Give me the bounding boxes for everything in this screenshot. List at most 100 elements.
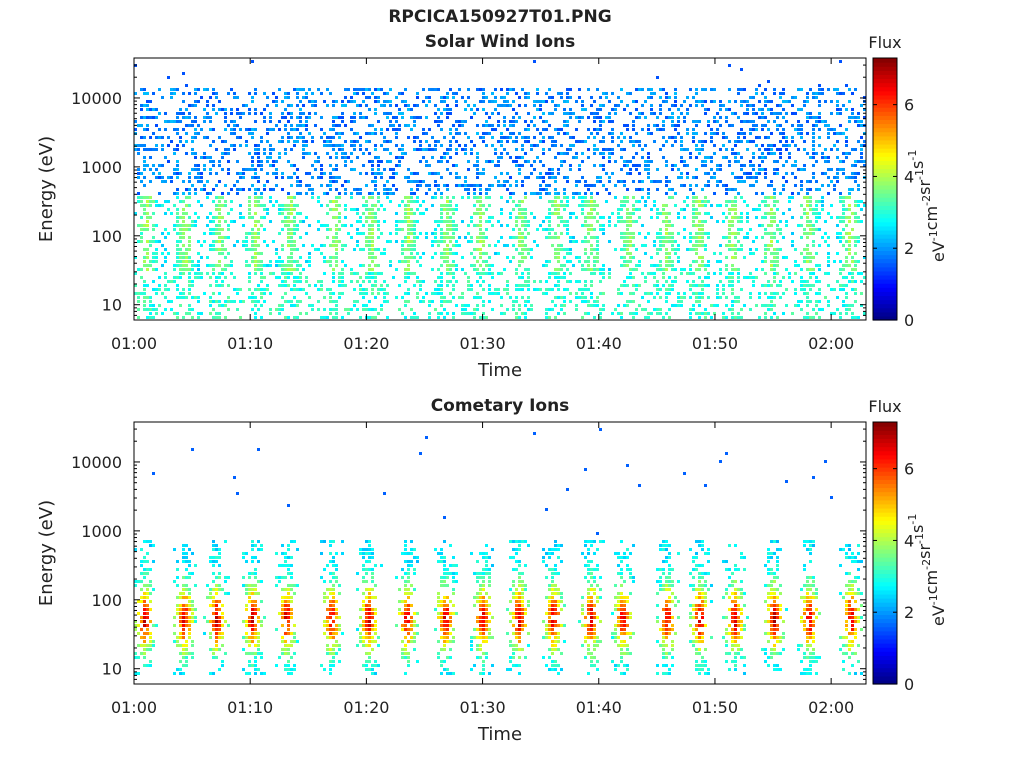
heatmap-cell	[653, 308, 656, 311]
heatmap-cell	[812, 92, 815, 95]
heatmap-cell	[179, 232, 182, 235]
heatmap-cell	[524, 208, 527, 211]
heatmap-cell	[194, 264, 197, 267]
heatmap-cell	[752, 164, 755, 167]
heatmap-cell	[662, 88, 665, 91]
heatmap-cell	[242, 188, 245, 191]
heatmap-cell	[842, 288, 845, 291]
heatmap-cell	[491, 128, 494, 131]
heatmap-cell	[464, 308, 467, 311]
heatmap-cell	[134, 120, 137, 123]
heatmap-cell	[725, 216, 728, 219]
heatmap-cell	[152, 252, 155, 255]
heatmap-cell	[389, 264, 392, 267]
heatmap-cell	[185, 196, 188, 199]
heatmap-cell	[296, 212, 299, 215]
heatmap-cell	[380, 232, 383, 235]
heatmap-cell	[794, 144, 797, 147]
heatmap-cell	[392, 124, 395, 127]
heatmap-cell	[668, 288, 671, 291]
heatmap-cell	[356, 228, 359, 231]
heatmap-cell	[371, 92, 374, 95]
heatmap-cell	[692, 200, 695, 203]
heatmap-cell	[227, 124, 230, 127]
heatmap-cell	[254, 296, 257, 299]
heatmap-cell	[323, 132, 326, 135]
heatmap-cell	[635, 168, 638, 171]
heatmap-cell	[293, 204, 296, 207]
heatmap-cell	[647, 316, 650, 319]
heatmap-cell	[761, 284, 764, 287]
heatmap-cell	[803, 212, 806, 215]
heatmap-cell	[143, 304, 146, 307]
heatmap-cell	[143, 184, 146, 187]
heatmap-cell	[140, 104, 143, 107]
heatmap-cell	[641, 196, 644, 199]
heatmap-cell	[371, 268, 374, 271]
heatmap-cell	[608, 268, 611, 271]
heatmap-cell	[161, 204, 164, 207]
heatmap-cell	[368, 256, 371, 259]
heatmap-cell	[296, 224, 299, 227]
heatmap-cell	[548, 316, 551, 319]
heatmap-cell	[395, 268, 398, 271]
heatmap-cell	[320, 172, 323, 175]
heatmap-cell	[797, 300, 800, 303]
heatmap-cell	[554, 196, 557, 199]
heatmap-cell	[755, 268, 758, 271]
heatmap-cell	[161, 136, 164, 139]
heatmap-cell	[545, 264, 548, 267]
heatmap-cell	[407, 204, 410, 207]
heatmap-cell	[308, 304, 311, 307]
heatmap-cell	[566, 120, 569, 123]
heatmap-cell	[773, 272, 776, 275]
heatmap-cell	[149, 116, 152, 119]
heatmap-cell	[182, 180, 185, 183]
heatmap-cell	[281, 228, 284, 231]
heatmap-cell	[278, 208, 281, 211]
heatmap-cell	[134, 292, 137, 295]
heatmap-cell	[329, 300, 332, 303]
heatmap-cell	[395, 120, 398, 123]
heatmap-cell	[596, 108, 599, 111]
heatmap-cell	[719, 168, 722, 171]
heatmap-cell	[257, 236, 260, 239]
heatmap-cell	[143, 144, 146, 147]
heatmap-cell	[746, 204, 749, 207]
heatmap-cell	[590, 196, 593, 199]
heatmap-cell	[299, 288, 302, 291]
heatmap-cell	[554, 108, 557, 111]
heatmap-cell	[854, 212, 857, 215]
heatmap-cell	[236, 192, 239, 195]
heatmap-cell	[254, 88, 257, 91]
heatmap-cell	[167, 144, 170, 147]
heatmap-cell	[341, 268, 344, 271]
heatmap-cell	[563, 120, 566, 123]
heatmap-cell	[698, 304, 701, 307]
heatmap-cell	[140, 180, 143, 183]
heatmap-cell	[683, 228, 686, 231]
heatmap-cell	[638, 232, 641, 235]
heatmap-cell	[554, 212, 557, 215]
heatmap-cell	[602, 216, 605, 219]
heatmap-cell	[836, 132, 839, 135]
heatmap-cell	[464, 188, 467, 191]
heatmap-cell	[620, 200, 623, 203]
heatmap-cell	[767, 108, 770, 111]
heatmap-cell	[410, 232, 413, 235]
heatmap-cell	[278, 276, 281, 279]
heatmap-cell	[467, 304, 470, 307]
heatmap-cell	[467, 192, 470, 195]
heatmap-cell	[848, 208, 851, 211]
heatmap-cell	[806, 112, 809, 115]
heatmap-cell	[506, 136, 509, 139]
heatmap-cell	[236, 172, 239, 175]
heatmap-cell	[674, 252, 677, 255]
heatmap-cell	[785, 304, 788, 307]
heatmap-cell	[545, 128, 548, 131]
heatmap-cell	[698, 236, 701, 239]
heatmap-cell	[578, 256, 581, 259]
heatmap-cell	[548, 168, 551, 171]
heatmap-cell	[167, 136, 170, 139]
heatmap-cell	[482, 268, 485, 271]
